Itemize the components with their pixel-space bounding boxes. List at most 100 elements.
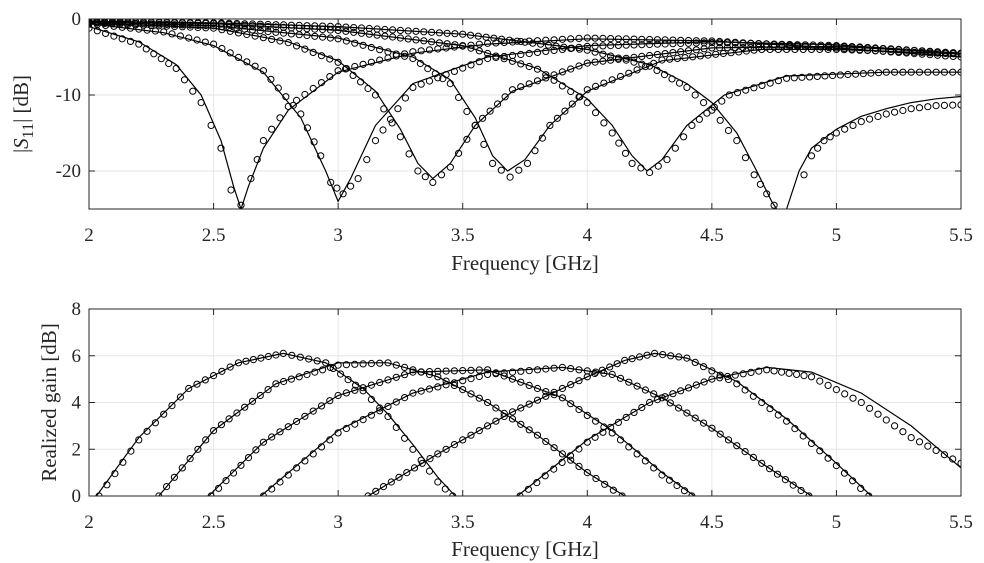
measured-point [425,46,434,54]
measured-point [139,19,148,26]
measured-point [506,173,514,181]
measured-point [807,439,816,447]
measured-point [379,126,387,134]
measured-point [351,420,359,428]
measured-point [467,431,475,439]
measured-point [293,96,301,105]
measured-point [864,46,872,55]
measured-point [957,101,961,109]
measured-point [533,396,542,404]
measured-point [533,479,541,487]
measured-point [264,23,272,31]
measured-point [333,184,341,192]
measured-point [550,46,558,55]
measured-point [887,47,895,56]
measured-point [119,458,127,466]
measured-point [259,34,267,42]
measured-point [420,28,428,36]
measured-point [874,410,882,418]
measured-point [675,404,683,412]
measured-point [384,412,392,421]
measured-point [459,386,467,394]
measured-point [428,38,436,46]
measured-point [467,366,475,374]
measured-point [558,82,567,90]
measured-point [342,27,350,35]
measured-point [628,355,636,363]
measured-point [716,116,724,124]
measured-point [671,144,679,152]
measured-point [326,436,334,444]
measured-point [700,419,708,427]
simulated-curve-4 [89,21,961,172]
measured-point [622,41,630,49]
measured-point [276,478,284,486]
measured-point [484,39,492,47]
measured-point [568,100,576,108]
measured-point [279,349,287,357]
measured-point [781,476,790,484]
measured-point [359,60,367,68]
measured-point [567,35,575,43]
measured-point [189,87,197,95]
measured-point [172,64,180,73]
measured-point [293,417,301,426]
measured-point [434,383,442,391]
measured-point [359,360,367,368]
measured-point [272,351,280,359]
measured-point [176,32,184,40]
x-tick-label: 4.5 [700,225,724,246]
measured-point [859,70,867,78]
measured-point [301,412,309,420]
measured-point [267,75,275,83]
measured-point [435,39,443,47]
measured-point [852,70,860,78]
measured-point [723,44,732,52]
measured-point [409,368,417,376]
measured-point [891,422,899,430]
measured-point [622,56,630,64]
measured-point [525,381,533,389]
measured-point [455,93,463,102]
measured-point [442,367,450,375]
measured-point [882,416,890,424]
measured-point [111,470,119,478]
measured-point [560,43,568,51]
measured-point [891,68,899,76]
measured-point [342,389,350,397]
measured-point [359,416,367,424]
measured-point [616,374,625,382]
measured-point [692,381,700,389]
measured-point [525,400,533,408]
measured-point [434,478,442,486]
measured-point [268,35,276,44]
measured-point [357,24,366,32]
measured-point [840,469,849,477]
measured-point [276,37,284,45]
measured-point [675,79,684,87]
measured-point [566,452,575,460]
measured-point [684,47,693,55]
measured-point [367,359,375,368]
measured-point [799,45,807,54]
measured-point [567,87,575,96]
measured-point [849,394,857,402]
measured-point [339,190,347,198]
measured-point [533,77,542,85]
measured-point [552,42,560,50]
measured-point [253,156,261,164]
measured-point [517,83,525,91]
measured-point [749,392,758,400]
simulated-curve-5 [89,20,961,172]
measured-point [742,86,750,94]
measured-point [151,419,159,427]
measured-point [143,26,151,34]
measured-point [567,400,575,408]
measured-point [371,91,380,99]
measured-point [915,68,924,76]
measured-point [688,121,696,130]
measured-point [417,47,425,55]
x-tick-label: 5 [832,512,842,533]
measured-point [256,20,264,28]
measured-point [384,359,392,367]
